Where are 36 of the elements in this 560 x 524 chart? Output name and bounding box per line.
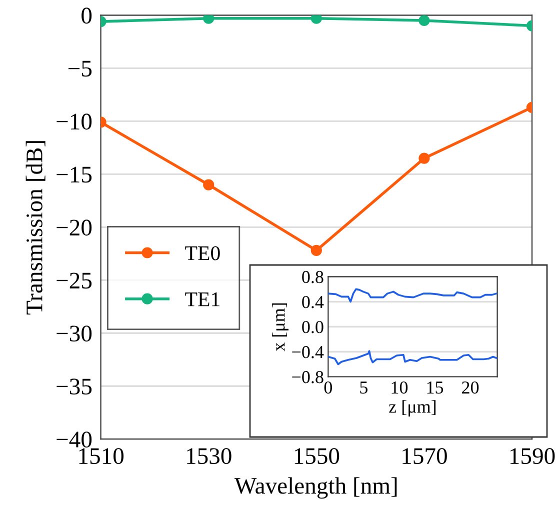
y-tick-label: −35 (56, 378, 92, 395)
point (310, 244, 322, 256)
y-tick-label: −20 (56, 220, 92, 236)
y-tick-label: 0.8 (302, 270, 324, 284)
x-tick-label: 0 (324, 381, 332, 394)
x-tick-label: 1550 (294, 448, 340, 464)
x-tick-label: 1590 (510, 448, 555, 464)
y-tick-label: −10 (56, 114, 92, 130)
point (203, 179, 214, 190)
y-tick-label: 0.0 (302, 320, 324, 334)
y-axis-title: Transmission [dB] (26, 141, 46, 315)
y-tick-label: 0.4 (302, 296, 324, 308)
point (203, 15, 214, 24)
point (310, 15, 322, 24)
x-tick-label: 1570 (402, 448, 447, 464)
y-tick-label: −30 (56, 326, 92, 342)
y-axis-title: x [μm] (272, 303, 288, 352)
y-tick-label: −5 (68, 60, 92, 77)
y-tick-label: −40 (56, 432, 92, 448)
line-series (328, 288, 498, 303)
y-tick-label: −25 (56, 272, 92, 289)
x-tick-label: 1530 (187, 448, 232, 464)
x-tick-label: 5 (360, 382, 368, 394)
x-tick-label: 1510 (79, 448, 124, 464)
y-tick-label: 0 (82, 8, 92, 24)
y-tick-label: −0.4 (292, 346, 324, 358)
x-tick-label: 10 (392, 381, 408, 394)
x-axis-title: z [μm] (389, 400, 436, 416)
legend-label: TE1 (185, 292, 220, 306)
y-tick-label: −0.8 (292, 371, 324, 384)
x-tick-label: 15 (427, 382, 444, 394)
line-series (328, 350, 498, 366)
x-tick-label: 20 (462, 381, 479, 394)
y-tick-label: −15 (56, 166, 92, 183)
legend-label: TE0 (185, 246, 220, 260)
x-axis-title: Wavelength [nm] (234, 477, 397, 499)
